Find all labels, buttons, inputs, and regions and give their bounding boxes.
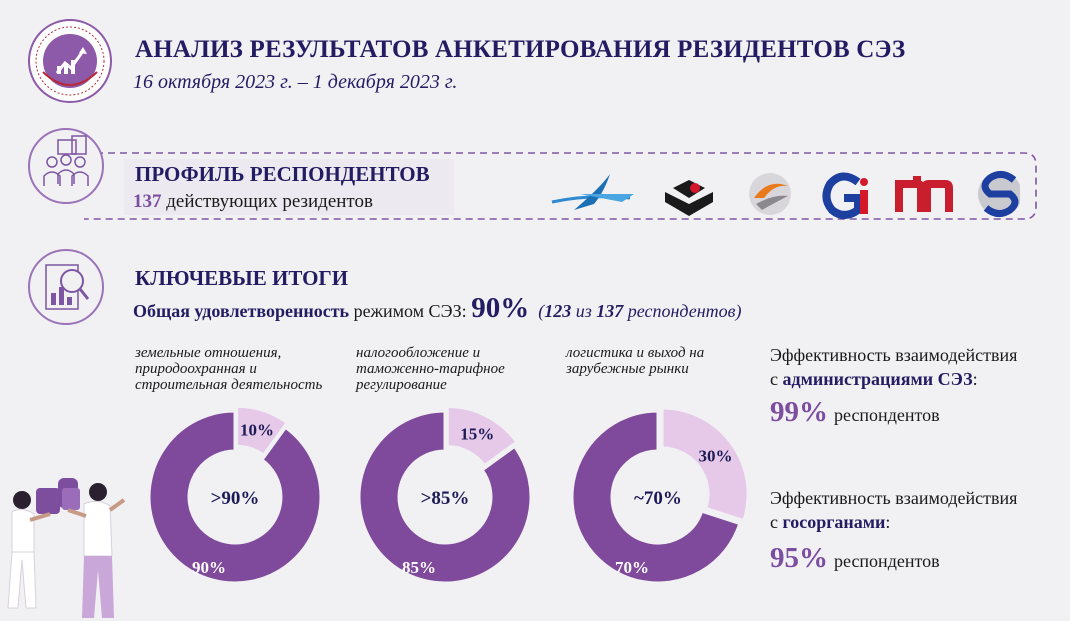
donut-3-label-2: 70% — [615, 558, 649, 577]
donut-2-label-2: 85% — [402, 558, 436, 577]
people-illustration — [7, 478, 126, 618]
admin-efficiency-text: Эффективность взаимодействия с администр… — [770, 345, 1018, 389]
admin-efficiency-value: 99% — [770, 396, 828, 428]
donut-3-center-label: ~70% — [634, 488, 682, 509]
results-title: КЛЮЧЕВЫЕ ИТОГИ — [135, 266, 349, 290]
gov-efficiency-value: 95% — [770, 542, 828, 574]
page-title: АНАЛИЗ РЕЗУЛЬТАТОВ АНКЕТИРОВАНИЯ РЕЗИДЕН… — [135, 36, 906, 63]
resident-count-label: действующих резидентов — [166, 191, 373, 212]
satisfaction-line: Общая удовлетворенность режимом СЭЗ: 90%… — [133, 292, 741, 325]
donut-1-center-label: >90% — [211, 488, 260, 509]
satisfaction-label: Общая удовлетворенность — [133, 301, 350, 321]
category-land: земельные отношения, природоохранная и с… — [135, 345, 323, 393]
profile-count-line: 137 действующих резидентов — [133, 191, 373, 213]
resident-logos — [551, 171, 1020, 219]
donut-2-center-label: >85% — [421, 488, 470, 509]
gi-logo — [822, 172, 868, 219]
resident-count: 137 — [133, 191, 162, 212]
admin-efficiency-value-line: 99% респондентов — [770, 396, 940, 428]
donut-1-label-2: 90% — [192, 558, 226, 577]
gov-efficiency-text: Эффективность взаимодействия с госоргана… — [770, 488, 1018, 532]
page-subtitle: 16 октября 2023 г. – 1 декабря 2023 г. — [133, 71, 458, 93]
donut-3-slice-2 — [570, 409, 742, 585]
report-magnifier-icon — [45, 264, 90, 310]
blue-arrow-logo — [551, 174, 634, 210]
donut-3-slice-1 — [660, 406, 750, 523]
profile-title: ПРОФИЛЬ РЕСПОНДЕНТОВ — [135, 162, 430, 186]
category-logistics: логистика и выход на зарубежные рынки — [566, 345, 705, 377]
donut-1-slice-1 — [235, 405, 290, 458]
ministry-emblem — [28, 19, 112, 103]
blue-s-logo — [978, 171, 1020, 217]
profile-band — [72, 152, 1037, 220]
donut-1-label-1: 10% — [240, 420, 274, 439]
donut-charts: 10% 90% >90% 15% 85% >85% 30% 70% ~70% — [147, 405, 750, 585]
thumbs-up-icon — [36, 488, 60, 514]
donut-2-slice-1 — [445, 405, 519, 468]
respondents-icon-circle — [28, 128, 104, 204]
donut-2-label-1: 15% — [460, 425, 494, 444]
donut-1-slice-2 — [147, 409, 323, 585]
satisfaction-text: режимом СЭЗ: — [353, 301, 467, 321]
satisfaction-note: (123 из 137 респондентов) — [538, 301, 742, 321]
category-tax: налогообложение и таможенно-тарифное рег… — [356, 345, 505, 393]
people-group-icon — [43, 135, 89, 186]
donut-3-label-1: 30% — [698, 446, 732, 465]
results-icon-circle — [28, 249, 104, 325]
orange-swirl-logo — [749, 173, 791, 215]
gov-efficiency-value-line: 95% респондентов — [770, 542, 940, 574]
black-red-diamond-logo — [665, 180, 713, 216]
red-m-logo — [895, 176, 953, 212]
satisfaction-value: 90% — [471, 292, 530, 324]
donut-2-slice-2 — [357, 409, 533, 585]
